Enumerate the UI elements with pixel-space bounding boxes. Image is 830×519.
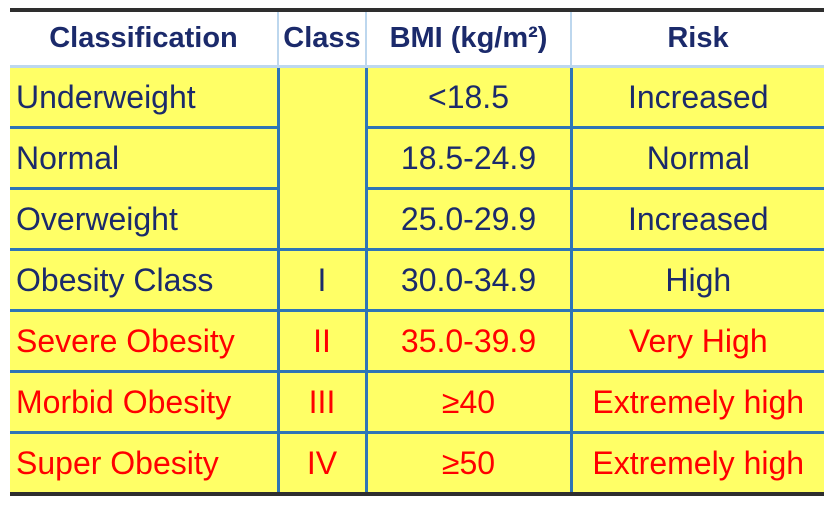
cell-bmi: 18.5-24.9 [364,126,573,190]
table-row-underweight: Underweight <18.5 Increased [10,66,824,251]
table-row-overweight: Overweight 25.0-29.9 Increased [10,187,824,251]
cell-bmi: 30.0-34.9 [364,248,573,312]
cell-classification: Severe Obesity [10,309,280,373]
cell-bmi: ≥50 [364,431,573,494]
cell-risk: Normal [569,126,824,190]
cell-bmi: ≥40 [364,370,573,434]
cell-class: I [276,248,368,312]
cell-class: II [276,309,368,373]
column-header-classification: Classification [10,10,279,68]
column-header-bmi: BMI (kg/m²) [366,10,572,68]
cell-bmi: <18.5 [364,66,573,129]
table-row-super-obesity: Super Obesity IV ≥50 Extremely high [10,431,824,494]
cell-bmi: 35.0-39.9 [364,309,573,373]
table-row-obesity-class-1: Obesity Class I 30.0-34.9 High [10,248,824,312]
cell-risk: Extremely high [569,431,824,494]
cell-class: III [276,370,368,434]
cell-classification: Normal [10,126,280,190]
cell-classification: Underweight [10,66,280,129]
cell-class-merged [276,66,368,251]
cell-risk: Increased [569,187,824,251]
bmi-classification-table: Classification Class BMI (kg/m²) Risk Un… [10,8,824,496]
table-row-morbid-obesity: Morbid Obesity III ≥40 Extremely high [10,370,824,434]
cell-bmi: 25.0-29.9 [364,187,573,251]
column-header-risk: Risk [571,10,824,68]
cell-classification: Obesity Class [10,248,280,312]
table-row-normal: Normal 18.5-24.9 Normal [10,126,824,190]
cell-class: IV [276,431,368,494]
cell-risk: Increased [569,66,824,129]
cell-classification: Super Obesity [10,431,280,494]
header-row: Classification Class BMI (kg/m²) Risk [10,10,824,68]
cell-classification: Morbid Obesity [10,370,280,434]
cell-risk: High [569,248,824,312]
cell-classification: Overweight [10,187,280,251]
cell-risk: Very High [569,309,824,373]
table-row-severe-obesity: Severe Obesity II 35.0-39.9 Very High [10,309,824,373]
column-header-class: Class [278,10,367,68]
cell-risk: Extremely high [569,370,824,434]
